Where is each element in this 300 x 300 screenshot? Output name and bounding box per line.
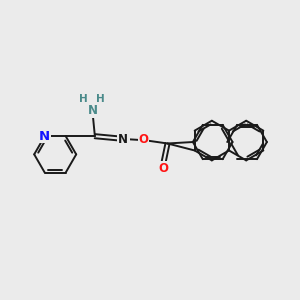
- Text: H: H: [96, 94, 105, 104]
- Text: H: H: [79, 94, 87, 104]
- Text: N: N: [88, 104, 98, 117]
- Text: N: N: [39, 130, 50, 143]
- Text: O: O: [158, 162, 168, 175]
- Text: N: N: [118, 133, 128, 146]
- Text: O: O: [139, 134, 148, 146]
- Text: N: N: [119, 133, 129, 146]
